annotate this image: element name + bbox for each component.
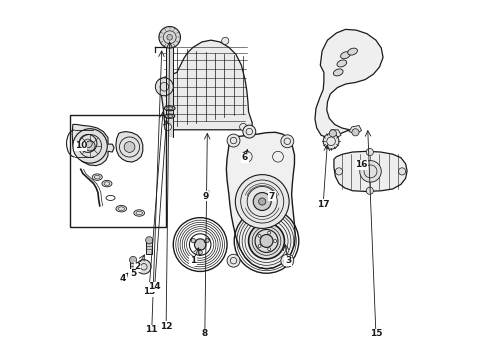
- Circle shape: [159, 27, 180, 48]
- Circle shape: [195, 239, 206, 250]
- Circle shape: [235, 175, 289, 228]
- Circle shape: [164, 123, 171, 131]
- Ellipse shape: [134, 210, 145, 216]
- Ellipse shape: [337, 60, 346, 67]
- Polygon shape: [334, 151, 407, 192]
- Polygon shape: [72, 125, 114, 166]
- Circle shape: [329, 130, 337, 137]
- Circle shape: [260, 234, 273, 247]
- Text: 4: 4: [120, 274, 126, 283]
- Polygon shape: [349, 126, 362, 134]
- Circle shape: [137, 260, 151, 274]
- Circle shape: [227, 254, 240, 267]
- Bar: [70, 116, 166, 226]
- Circle shape: [221, 37, 229, 44]
- Circle shape: [124, 141, 135, 152]
- Circle shape: [243, 125, 256, 138]
- Circle shape: [73, 129, 107, 163]
- Circle shape: [198, 250, 202, 255]
- Text: 13: 13: [143, 287, 155, 296]
- Circle shape: [366, 187, 373, 194]
- Circle shape: [205, 238, 209, 243]
- Bar: [130, 262, 136, 273]
- Circle shape: [258, 244, 261, 247]
- Circle shape: [335, 168, 343, 175]
- Circle shape: [167, 35, 172, 40]
- Circle shape: [85, 141, 95, 151]
- Circle shape: [191, 238, 196, 243]
- Ellipse shape: [341, 52, 350, 59]
- Text: 7: 7: [269, 192, 275, 201]
- Text: 12: 12: [160, 322, 172, 331]
- Ellipse shape: [164, 106, 175, 111]
- Ellipse shape: [333, 69, 343, 76]
- Polygon shape: [116, 132, 143, 162]
- Ellipse shape: [348, 48, 357, 55]
- Text: 3: 3: [285, 256, 291, 265]
- Circle shape: [248, 223, 285, 259]
- Ellipse shape: [165, 114, 175, 118]
- Circle shape: [227, 134, 240, 147]
- Circle shape: [323, 134, 339, 149]
- Circle shape: [155, 78, 173, 96]
- Text: 1: 1: [190, 256, 196, 265]
- Circle shape: [146, 237, 153, 244]
- Text: 17: 17: [317, 200, 329, 209]
- Text: 11: 11: [146, 325, 158, 334]
- Circle shape: [366, 148, 373, 156]
- Circle shape: [352, 129, 359, 136]
- Text: 9: 9: [202, 192, 209, 201]
- Circle shape: [281, 135, 294, 148]
- Circle shape: [259, 198, 266, 205]
- Bar: [166, 47, 173, 137]
- Circle shape: [253, 193, 271, 211]
- Circle shape: [360, 161, 381, 182]
- Circle shape: [258, 234, 261, 237]
- Text: 15: 15: [369, 329, 382, 338]
- Text: 14: 14: [148, 282, 161, 291]
- Polygon shape: [159, 40, 252, 130]
- Text: 16: 16: [355, 161, 368, 170]
- Ellipse shape: [92, 174, 102, 180]
- Circle shape: [281, 254, 294, 267]
- Circle shape: [268, 248, 270, 251]
- Circle shape: [274, 239, 276, 242]
- Text: 8: 8: [202, 329, 208, 338]
- Circle shape: [166, 40, 173, 47]
- Text: 5: 5: [130, 269, 136, 278]
- Ellipse shape: [116, 206, 126, 212]
- Text: 10: 10: [74, 141, 87, 150]
- Bar: [147, 242, 152, 253]
- Polygon shape: [226, 132, 295, 269]
- Text: 6: 6: [242, 153, 248, 162]
- Circle shape: [129, 256, 137, 264]
- Ellipse shape: [102, 180, 112, 187]
- Polygon shape: [329, 130, 341, 138]
- Circle shape: [240, 123, 247, 131]
- Circle shape: [268, 231, 270, 234]
- Circle shape: [398, 168, 406, 175]
- Polygon shape: [315, 30, 383, 138]
- Text: 2: 2: [134, 262, 141, 271]
